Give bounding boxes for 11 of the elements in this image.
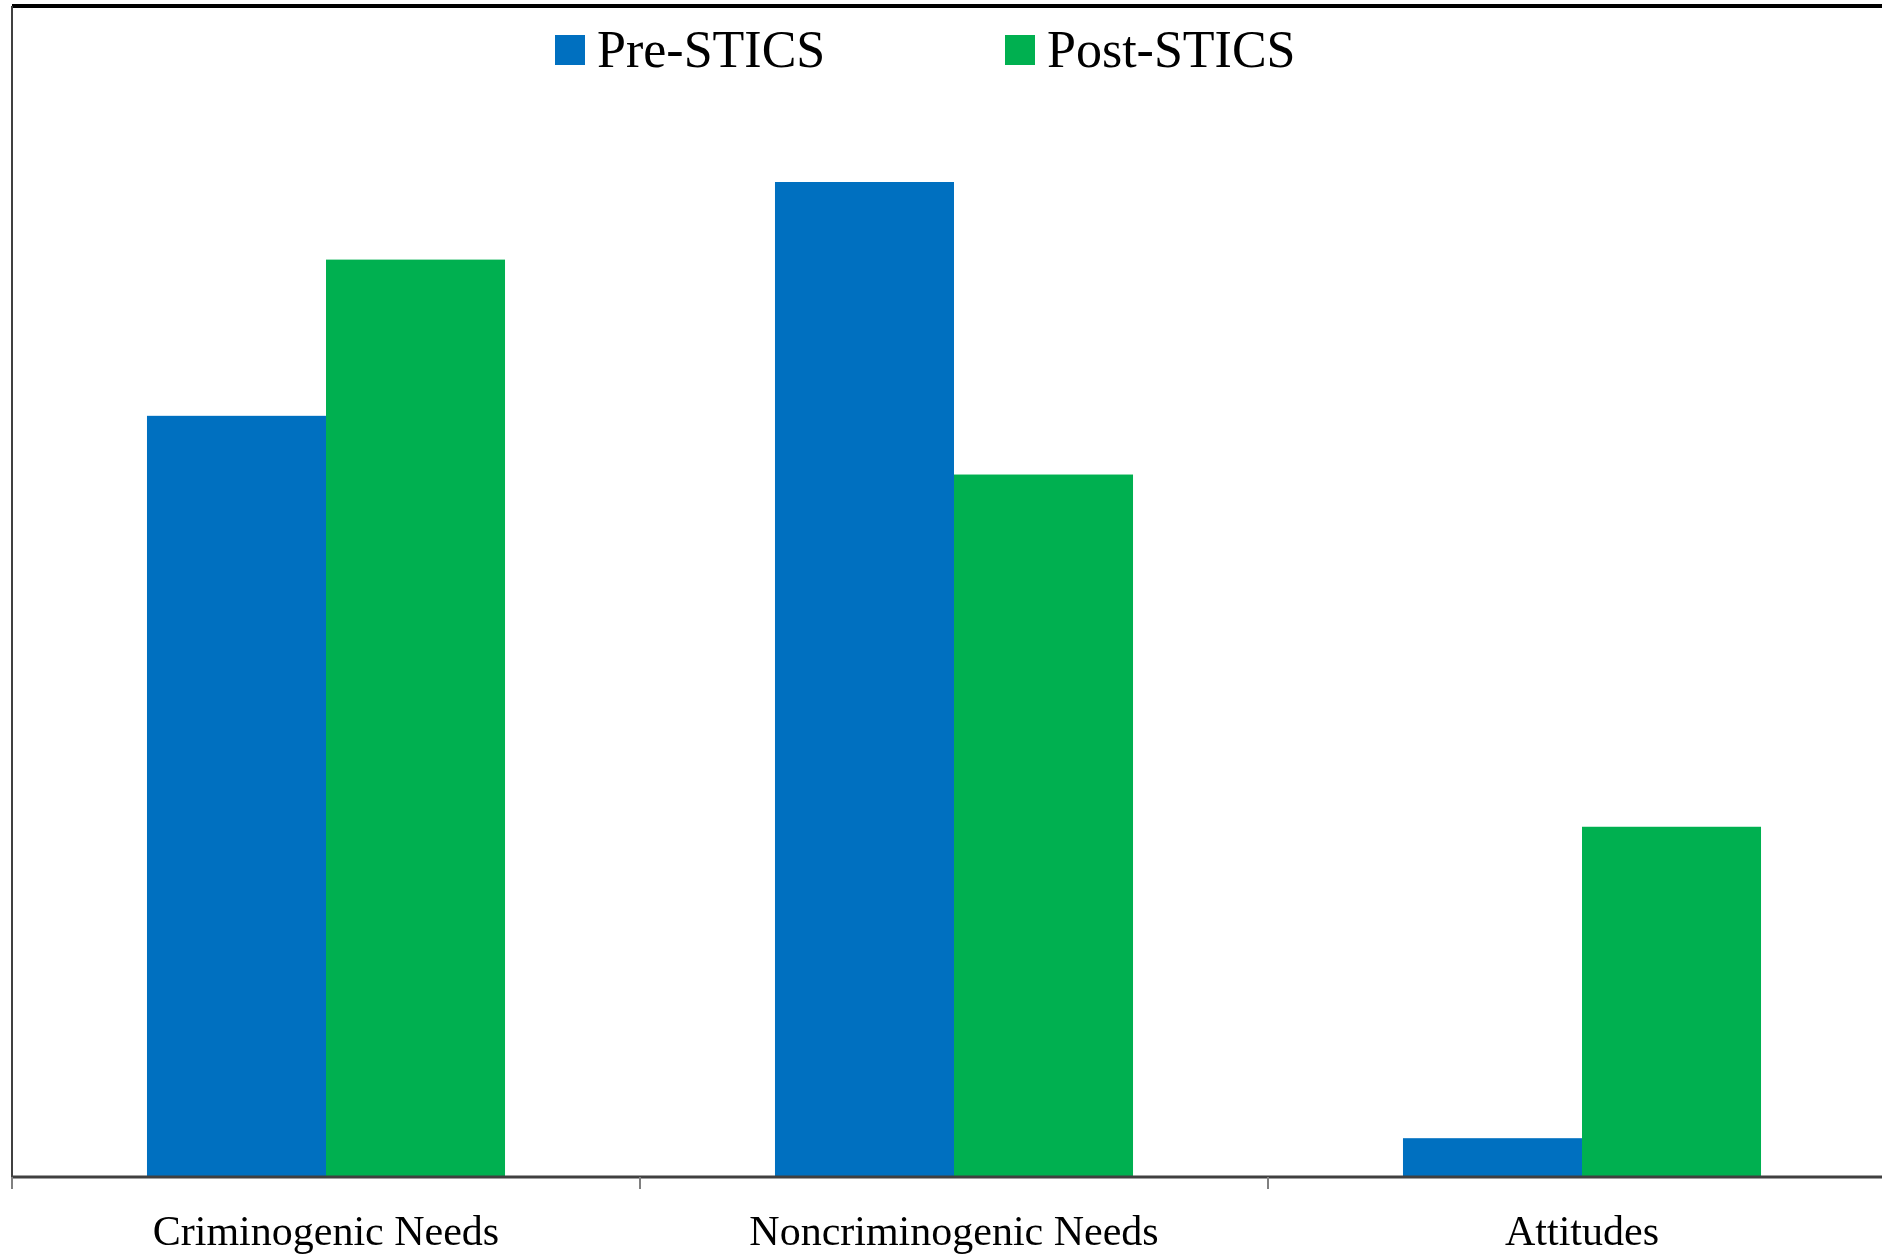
bar (1582, 826, 1762, 1177)
x-tick-label: Attitudes (1505, 1208, 1659, 1254)
bar (1402, 1138, 1582, 1177)
legend-label: Post-STICS (1047, 21, 1296, 78)
legend-label: Pre-STICS (597, 21, 826, 78)
bar (146, 415, 326, 1177)
x-tick-label: Noncriminogenic Needs (749, 1208, 1159, 1254)
bar (954, 474, 1134, 1177)
bar (774, 182, 954, 1177)
bar (326, 259, 506, 1177)
x-tick-label: Criminogenic Needs (152, 1208, 500, 1254)
